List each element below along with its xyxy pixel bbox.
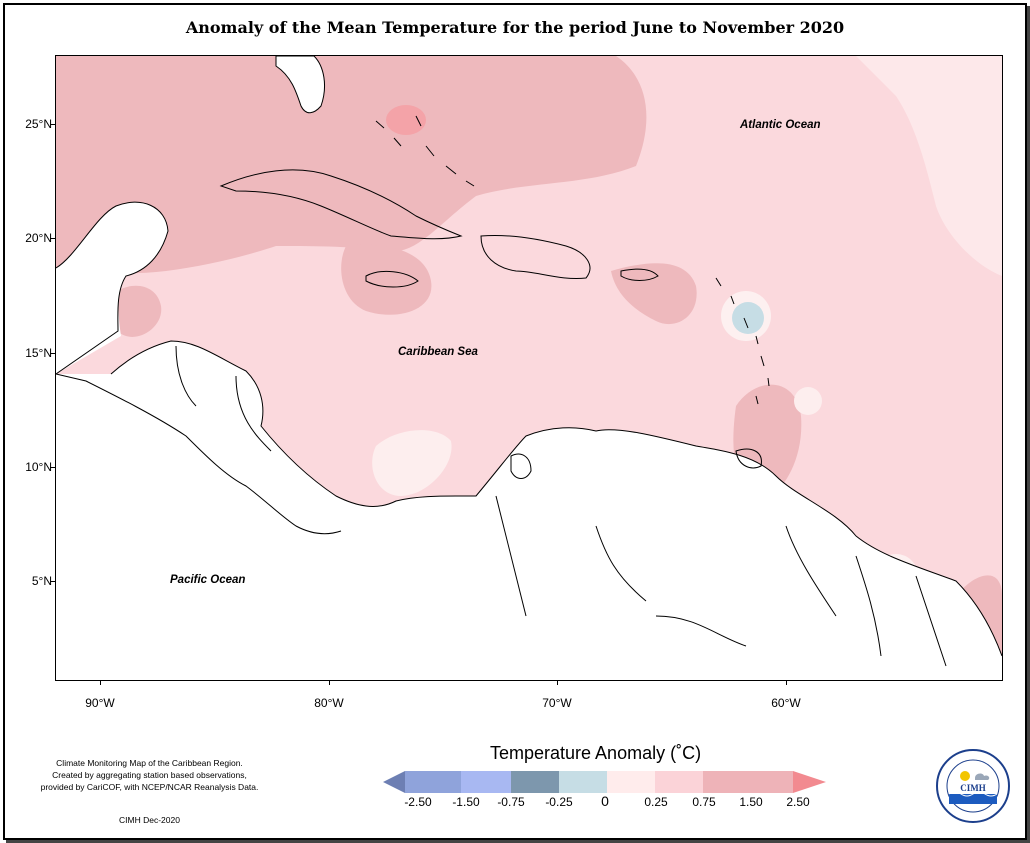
- logo-text: CIMH: [960, 783, 986, 793]
- anomaly-field-warm-pr: [611, 263, 697, 325]
- anomaly-field-neutral-panama: [372, 430, 452, 496]
- legend-swatch-7: [703, 771, 793, 793]
- legend-swatch-8: [793, 771, 826, 793]
- label-caribbean-sea: Caribbean Sea: [398, 346, 478, 358]
- legend-swatch-6: [655, 771, 703, 793]
- legend-tick-label: 0: [601, 793, 609, 809]
- wave-icon: [949, 794, 997, 804]
- credit-line: provided by CariCOF, with NCEP/NCAR Rean…: [40, 782, 259, 792]
- credit-line: Created by aggregating station based obs…: [52, 770, 247, 780]
- legend-tick-label: 0.75: [692, 795, 716, 809]
- legend-tick-label: -0.25: [545, 795, 573, 809]
- lat-tick: [50, 467, 55, 468]
- credit-date: CIMH Dec-2020: [119, 815, 180, 825]
- anomaly-map: [56, 56, 1002, 680]
- legend-tick-label: -2.50: [404, 795, 432, 809]
- anomaly-field-warm-north: [56, 56, 647, 276]
- lat-label-10n: 10°N: [25, 460, 52, 474]
- legend-tick-label: 1.50: [739, 795, 763, 809]
- cloud-icon: [975, 773, 990, 780]
- legend-tick-label: 0.25: [644, 795, 668, 809]
- anomaly-field-neutral-atlantic: [856, 56, 1002, 276]
- lat-label-20n: 20°N: [25, 231, 52, 245]
- lon-tick: [786, 680, 787, 685]
- lat-tick: [50, 238, 55, 239]
- label-atlantic-ocean: Atlantic Ocean: [740, 119, 821, 131]
- lat-tick: [50, 353, 55, 354]
- lon-label-80w: 80°W: [314, 696, 344, 710]
- cimh-logo: CIMH: [936, 749, 1010, 823]
- lat-tick: [50, 581, 55, 582]
- anomaly-field-neutral-barbados: [794, 387, 822, 415]
- land-south-central-america: [56, 341, 1002, 680]
- legend-swatch-1: [405, 771, 461, 793]
- legend-swatch-4: [559, 771, 607, 793]
- credit-line: Climate Monitoring Map of the Caribbean …: [56, 758, 243, 768]
- map-title: Anomaly of the Mean Temperature for the …: [185, 18, 845, 37]
- legend-swatch-5: [607, 771, 655, 793]
- legend-colorbar: [383, 771, 826, 793]
- anomaly-field-warm-jamaica: [341, 244, 432, 315]
- legend-tick-label: 2.50: [786, 795, 810, 809]
- lon-tick: [557, 680, 558, 685]
- lon-label-70w: 70°W: [542, 696, 572, 710]
- anomaly-field-hot-bahamas: [386, 105, 426, 135]
- lon-label-60w: 60°W: [771, 696, 801, 710]
- land-florida: [275, 56, 325, 114]
- legend-tick-label: -0.75: [497, 795, 525, 809]
- lon-tick: [100, 680, 101, 685]
- label-pacific-ocean: Pacific Ocean: [170, 574, 246, 586]
- coastlines: [56, 115, 1002, 667]
- legend-title: Temperature Anomaly (˚C): [490, 743, 702, 763]
- legend-swatch-2: [461, 771, 511, 793]
- legend-tick-label: -1.50: [452, 795, 480, 809]
- lat-tick: [50, 124, 55, 125]
- map-panel: [55, 55, 1003, 681]
- land-yucatan: [56, 202, 168, 374]
- legend-swatch-0: [383, 771, 405, 793]
- anomaly-field-warm-yucatan: [109, 285, 162, 337]
- credit-text: Climate Monitoring Map of the Caribbean …: [22, 757, 277, 793]
- sun-icon: [960, 771, 970, 781]
- lon-label-90w: 90°W: [85, 696, 115, 710]
- lon-tick: [329, 680, 330, 685]
- legend-swatch-3: [511, 771, 559, 793]
- lat-label-15n: 15°N: [25, 346, 52, 360]
- lat-label-25n: 25°N: [25, 117, 52, 131]
- lat-label-5n: 5°N: [31, 574, 52, 588]
- anomaly-field-cool-guadeloupe: [732, 302, 764, 334]
